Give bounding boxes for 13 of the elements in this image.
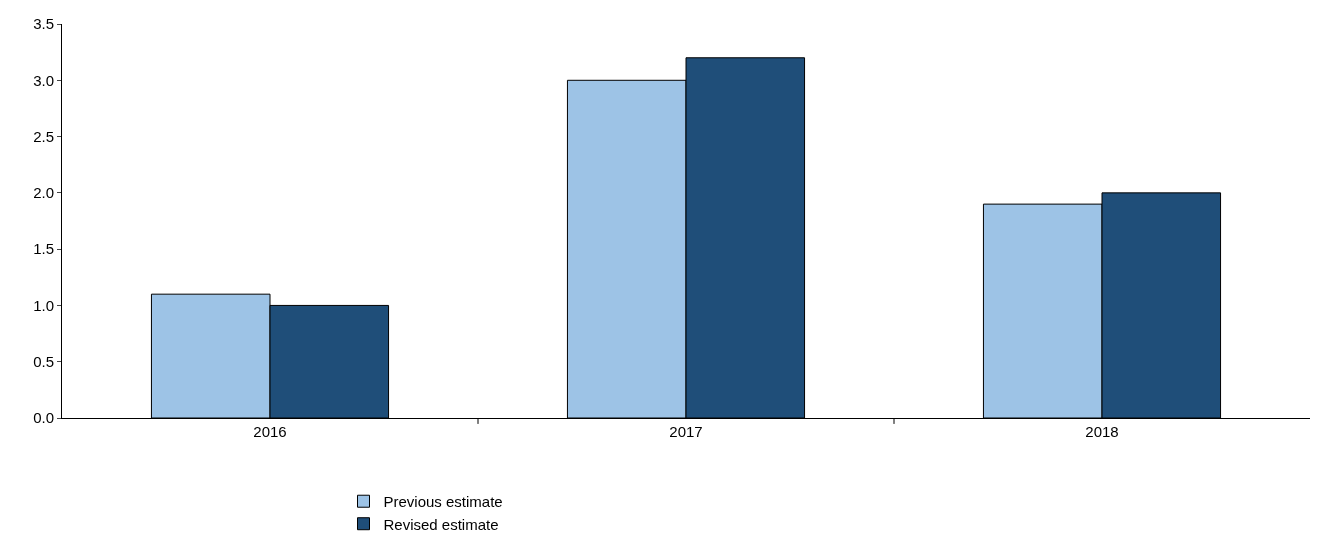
y-tick-label: 2.5 (33, 127, 54, 145)
y-tick-label: 3.5 (33, 15, 54, 33)
legend-label: Previous estimate (383, 493, 503, 511)
y-tick-label: 3.0 (33, 71, 54, 89)
y-tick-label: 0.5 (33, 352, 54, 370)
x-tick-label: 2018 (1085, 423, 1119, 440)
y-tick-label: 1.5 (33, 240, 54, 258)
y-tick-label: 1.0 (33, 296, 54, 314)
x-tick-label: 2017 (669, 423, 703, 440)
x-tick-label: 2016 (253, 423, 287, 440)
y-tick-label: 0.0 (33, 409, 54, 427)
legend-label: Revised estimate (383, 515, 499, 533)
y-tick-label: 2.0 (33, 184, 54, 202)
